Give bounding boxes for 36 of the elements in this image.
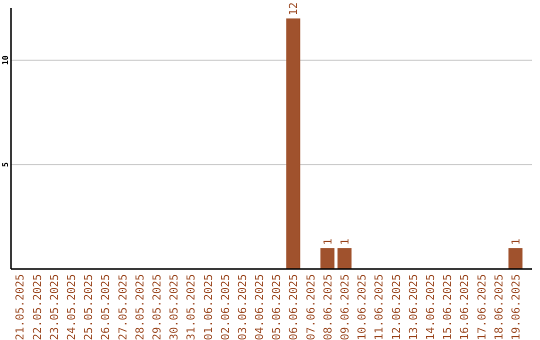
x-tick-label: 17.06.2025 [475,274,488,340]
x-tick-label: 10.06.2025 [356,274,369,340]
x-tick-label: 08.06.2025 [321,274,334,340]
x-tick-label: 26.05.2025 [99,274,112,340]
x-tick-label: 18.06.2025 [492,274,506,340]
x-tick-label: 28.05.2025 [133,274,146,340]
data-label: 12 [287,2,300,16]
x-tick-label: 30.05.2025 [168,274,181,340]
x-tick-label: 25.05.2025 [82,274,96,340]
x-tick-label: 04.06.2025 [253,274,266,340]
x-tick-label: 03.06.2025 [236,274,249,340]
data-label: 1 [338,238,352,246]
x-tick-label: 12.06.2025 [390,274,403,340]
x-tick-label: 23.05.2025 [48,274,61,340]
x-tick-label: 05.06.2025 [270,274,284,340]
data-label: 1 [321,238,334,246]
x-tick-label: 31.05.2025 [184,274,198,340]
x-tick-label: 13.06.2025 [406,274,420,340]
x-tick-label: 21.05.2025 [14,274,27,340]
x-tick-label: 27.05.2025 [116,274,130,340]
x-tick-label: 11.06.2025 [372,274,386,340]
x-tick-label: 02.06.2025 [218,274,232,340]
y-tick-label: 5 [1,162,10,168]
x-tick-label: 07.06.2025 [304,274,318,340]
x-tick-label: 14.06.2025 [424,274,437,340]
x-tick-label: 15.06.2025 [441,274,454,340]
x-tick-label: 24.05.2025 [65,274,78,340]
y-tick-label: 10 [1,55,10,66]
data-label: 1 [509,238,522,246]
x-tick-label: 01.06.2025 [202,274,215,340]
x-tick-label: 16.06.2025 [458,274,472,340]
x-tick-label: 22.05.2025 [30,274,44,340]
x-tick-label: 09.06.2025 [338,274,352,340]
x-tick-label: 19.06.2025 [509,274,522,340]
x-tick-label: 29.05.2025 [150,274,164,340]
x-tick-label: 06.06.2025 [287,274,300,340]
